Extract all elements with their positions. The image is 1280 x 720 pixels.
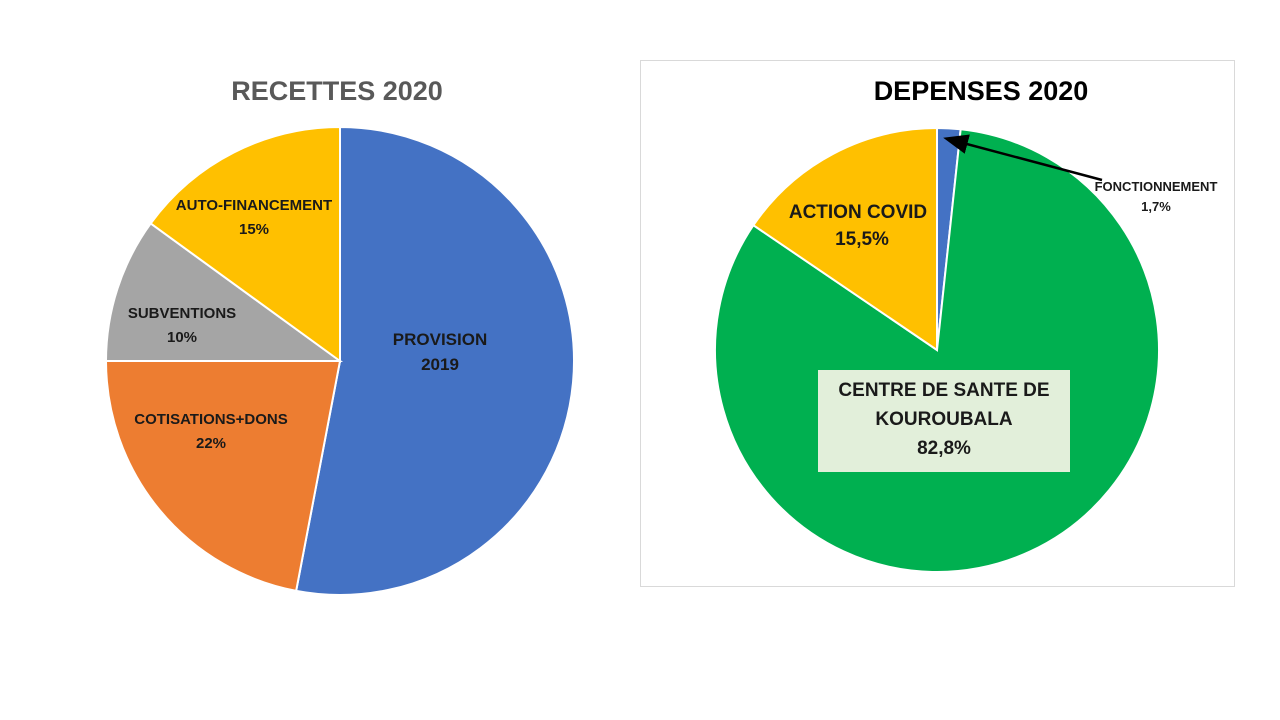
centre-sante-label-line3: 82,8%: [917, 438, 971, 459]
recettes-slice-cotisations-dons: [104, 360, 342, 593]
autofinancement-label-line2: 15%: [239, 221, 269, 238]
centre-sante-label-box: [818, 370, 1070, 472]
depenses-labels: FONCTIONNEMENT 1,7% CENTRE DE SANTE DE K…: [789, 179, 1218, 459]
recettes-pie: [104, 125, 575, 596]
recettes-labels: PROVISION 2019 COTISATIONS+DONS 22% SUBV…: [128, 197, 487, 452]
depenses-title: DEPENSES 2020: [874, 76, 1089, 106]
recettes-title: RECETTES 2020: [231, 76, 443, 106]
fonctionnement-label-line1: FONCTIONNEMENT: [1095, 179, 1218, 194]
centre-sante-label-line2: KOUROUBALA: [875, 409, 1012, 430]
action-covid-label-line1: ACTION COVID: [789, 202, 927, 223]
provision-label-line2: 2019: [421, 355, 459, 374]
autofinancement-label-line1: AUTO-FINANCEMENT: [176, 197, 332, 214]
fonctionnement-label-line2: 1,7%: [1141, 199, 1171, 214]
recettes-slice-auto-financement: [149, 125, 341, 363]
cotisations-label-line2: 22%: [196, 435, 226, 452]
depenses-pie: [714, 126, 1160, 573]
provision-label-line1: PROVISION: [393, 330, 487, 349]
cotisations-label-line1: COTISATIONS+DONS: [134, 411, 288, 428]
depenses-slice-action-covid: [751, 126, 938, 352]
centre-sante-label-line1: CENTRE DE SANTE DE: [838, 380, 1049, 401]
action-covid-label-line2: 15,5%: [835, 229, 889, 250]
subventions-label-line1: SUBVENTIONS: [128, 305, 236, 322]
fonctionnement-leader-arrow: [943, 134, 1103, 182]
recettes-slice-provision-2019: [294, 125, 575, 596]
recettes-slice-subventions: [104, 222, 344, 362]
subventions-label-line2: 10%: [167, 329, 197, 346]
